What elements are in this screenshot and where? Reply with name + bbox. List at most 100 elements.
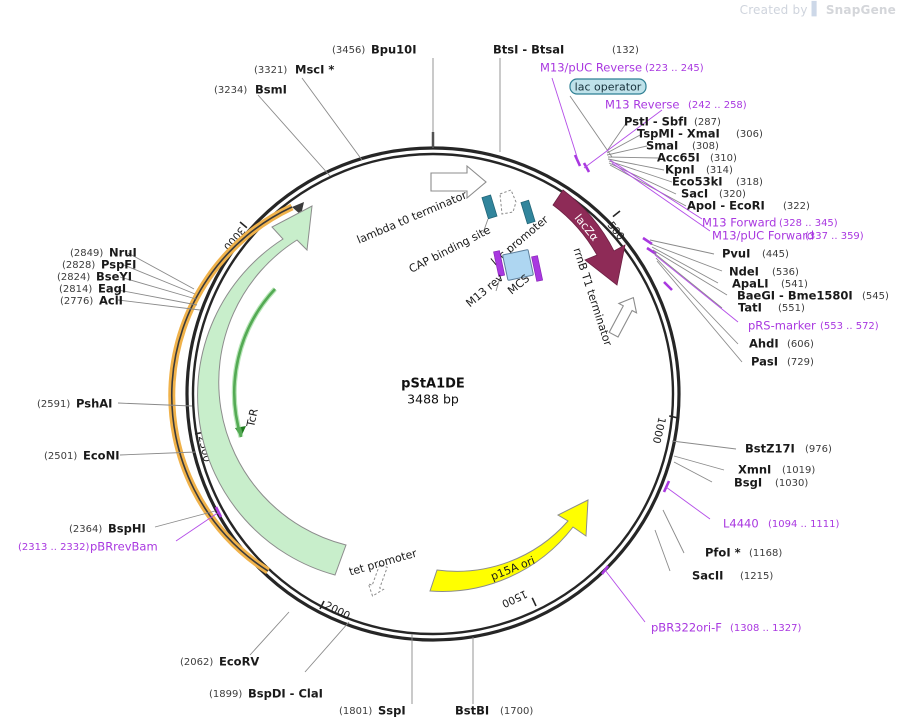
enzyme-name-ahdi: AhdI <box>749 337 779 351</box>
feature-cap-binding-site <box>481 194 498 220</box>
enzyme-name-pspfi: PspFI <box>101 258 136 272</box>
enzyme-name-ndei: NdeI <box>729 265 759 279</box>
enzyme-pos-bsgi: (1030) <box>775 478 808 489</box>
enzyme-pos-btsi: (132) <box>612 45 639 56</box>
feature-lambda-t0-label: lambda t0 terminator <box>355 188 469 246</box>
enzyme-name-bseyi: BseYI <box>96 270 132 284</box>
enzyme-name-psti: PstI - SbfI <box>624 115 687 129</box>
label-group-top: (3456) Bpu10I (3321) MscI * (3234) BsmI … <box>214 43 747 112</box>
enzyme-pos-nrui: (2849) <box>70 248 103 259</box>
feature-cap-binding-label: CAP binding site <box>407 223 493 275</box>
enzyme-name-pfoi: PfoI * <box>705 546 741 560</box>
enzyme-name-eco53ki: Eco53kI <box>672 175 723 189</box>
feature-tcr <box>197 205 347 576</box>
lac-operator-label-text: lac operator <box>575 81 642 94</box>
enzyme-name-nrui: NruI <box>109 246 137 260</box>
enzyme-name-msci: MscI * <box>295 63 334 77</box>
enzyme-pos-pspfi: (2828) <box>62 260 95 271</box>
leader-lines-primer <box>175 77 739 623</box>
feature-lambda-t0-terminator <box>430 164 487 200</box>
leader-lines <box>117 58 743 704</box>
tick-label-1500: 1500 <box>500 587 529 609</box>
enzyme-pos-bpu10i: (3456) <box>332 45 365 56</box>
enzyme-pos-msci: (3321) <box>254 65 287 76</box>
feature-mcs <box>502 249 534 281</box>
enzyme-pos-bspdi: (1899) <box>209 689 242 700</box>
feature-lac-operator: lac operator <box>569 78 647 95</box>
enzyme-pos-acli: (2776) <box>60 296 93 307</box>
feature-m13-rev-label: M13 rev <box>463 271 506 310</box>
enzyme-name-xmni: XmnI <box>738 463 771 477</box>
enzyme-pos-tati: (551) <box>778 303 805 314</box>
enzyme-name-pshai: PshAI <box>76 397 112 411</box>
enzyme-name-acli: AclI <box>99 294 123 308</box>
feature-rrnb-t1-terminator <box>608 296 638 338</box>
enzyme-pos-pvui: (445) <box>762 249 789 260</box>
enzyme-name-sspi: SspI <box>378 704 406 718</box>
enzyme-pos-pfoi: (1168) <box>749 548 782 559</box>
feature-lac-promoter <box>499 189 536 225</box>
lambda-t0-label-text: lambda t0 terminator <box>355 188 469 246</box>
enzyme-pos-bstz17i: (976) <box>805 444 832 455</box>
enzyme-name-pvui: PvuI <box>722 247 750 261</box>
cap-binding-label-text: CAP binding site <box>407 223 493 275</box>
snapgene-watermark: Created by ▌ SnapGene <box>740 2 896 17</box>
feature-p15a-ori <box>429 499 589 592</box>
primer-name-prs-marker: pRS-marker <box>748 319 816 333</box>
enzyme-pos-ecorv: (2062) <box>180 657 213 668</box>
plasmid-size: 3488 bp <box>407 392 459 407</box>
enzyme-name-tspmi: TspMI - XmaI <box>637 127 720 141</box>
p15a-label-text: p15A ori <box>489 554 537 583</box>
enzyme-pos-apali: (541) <box>781 279 808 290</box>
primer-name-l4440: L4440 <box>723 517 759 531</box>
enzyme-name-econi: EcoNI <box>83 449 119 463</box>
enzyme-name-acc65i: Acc65I <box>657 151 700 165</box>
enzyme-name-baegi: BaeGI - Bme1580I <box>737 289 853 303</box>
enzyme-pos-smai: (308) <box>692 141 719 152</box>
label-group-right-middle: PvuI (445) NdeI (536) ApaLI (541) BaeGI … <box>722 247 889 369</box>
enzyme-pos-bstbi: (1700) <box>500 706 533 717</box>
enzyme-name-bsmi: BsmI <box>255 83 287 97</box>
primer-range-m13puc-forward: (337 .. 359) <box>805 231 864 242</box>
primer-range-prs-marker: (553 .. 572) <box>820 321 879 332</box>
tcr-inner-arrow <box>231 287 277 438</box>
m13rev-leader <box>495 277 501 292</box>
primer-range-l4440: (1094 .. 1111) <box>768 519 840 530</box>
enzyme-pos-xmni: (1019) <box>782 465 815 476</box>
enzyme-name-apali: ApaLI <box>732 277 769 291</box>
tcr-label-text: TcR <box>244 407 261 429</box>
enzyme-pos-pasi: (729) <box>787 357 814 368</box>
primer-name-m13-reverse: M13 Reverse <box>605 98 679 112</box>
enzyme-pos-bsmi: (3234) <box>214 85 247 96</box>
label-group-left: (2364) BspHI (2313 .. 2332) pBRrevBam (2… <box>18 246 158 554</box>
primer-name-m13puc-forward: M13/pUC Forward <box>712 229 814 243</box>
enzyme-name-kpni: KpnI <box>665 163 695 177</box>
enzyme-pos-psti: (287) <box>694 117 721 128</box>
enzyme-pos-sspi: (1801) <box>339 706 372 717</box>
feature-lacz-alpha <box>552 189 626 286</box>
enzyme-name-ecorv: EcoRV <box>219 655 259 669</box>
tick-label-1000: 1000 <box>650 416 668 445</box>
enzyme-pos-bseyi: (2824) <box>57 272 90 283</box>
enzyme-name-smai: SmaI <box>646 139 678 153</box>
snapgene-logo-icon: ▌ <box>811 2 822 17</box>
enzyme-name-bpu10i: Bpu10I <box>371 43 416 57</box>
enzyme-name-sacii: SacII <box>692 569 723 583</box>
enzyme-name-bstbi: BstBI <box>455 704 489 718</box>
primer-range-pbrrevbam: (2313 .. 2332) <box>18 542 90 553</box>
enzyme-name-apoi: ApoI - EcoRI <box>687 199 765 213</box>
watermark-brand: SnapGene <box>825 2 896 17</box>
enzyme-pos-tspmi: (306) <box>736 129 763 140</box>
enzyme-name-saci: SacI <box>681 187 708 201</box>
cap-binding-leader <box>482 218 489 234</box>
feature-tet-promoter <box>367 563 388 597</box>
plasmid-center-title: pStA1DE 3488 bp <box>401 377 465 407</box>
label-group-bottom: BstBI (1700) (1801) SspI (1899) BspDI - … <box>180 655 533 718</box>
m13-rev-label-text: M13 rev <box>463 271 506 310</box>
watermark-prefix: Created by <box>739 2 808 17</box>
enzyme-pos-baegi: (545) <box>862 291 889 302</box>
enzyme-pos-bsphi: (2364) <box>69 524 102 535</box>
enzyme-name-bstz17i: BstZ17I <box>745 442 795 456</box>
